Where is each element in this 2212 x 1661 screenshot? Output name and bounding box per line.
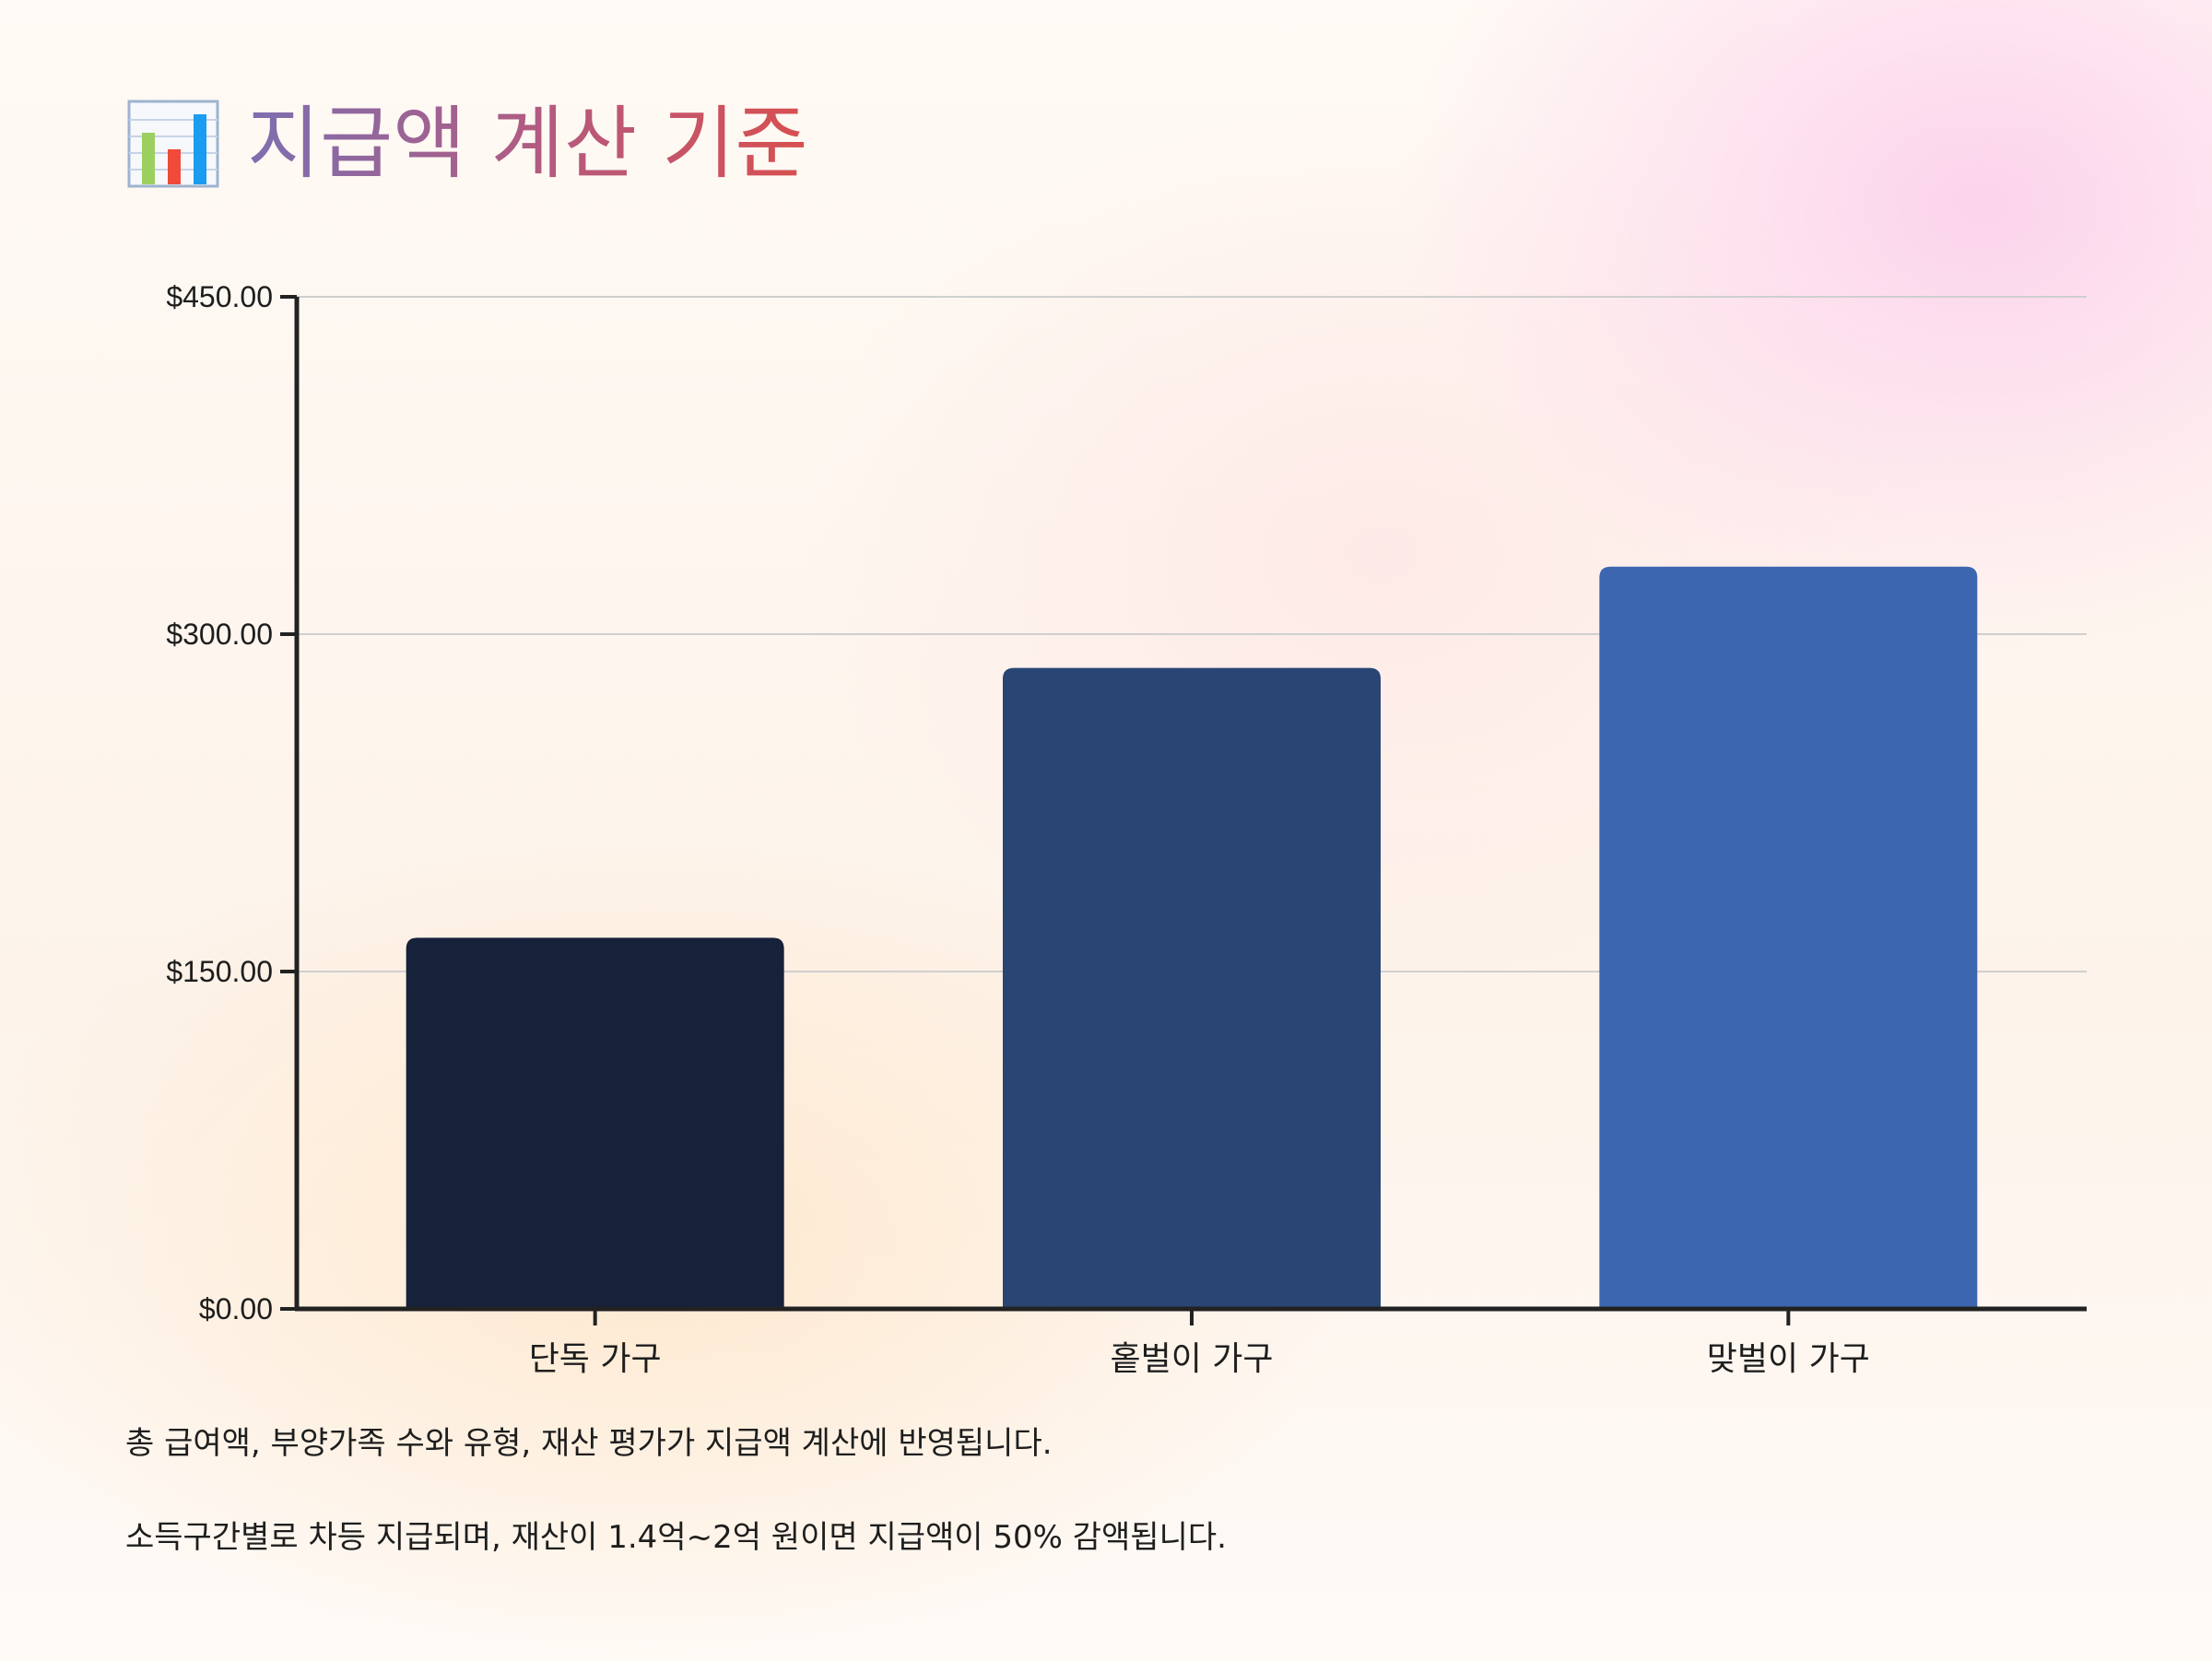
bar <box>406 937 784 1309</box>
axis-labels: $0.00 $150.00 $300.00 $450.00 단독 가구 홑벌이 가구 맞벌이… <box>166 280 1870 1378</box>
bar <box>1003 667 1381 1309</box>
bar-chart-icon <box>127 100 219 188</box>
title-text: 지급액 계산 기준 <box>247 98 808 190</box>
bars <box>406 566 1978 1309</box>
x-tick-label: 홑벌이 가구 <box>1110 1340 1273 1378</box>
page-title: 지급액 계산 기준 <box>125 88 808 199</box>
axes <box>280 295 2087 1325</box>
note-text: 총 급여액, 부양가족 수와 유형, 재산 평가가 지급액 계산에 반영됩니다. <box>125 1425 1053 1462</box>
y-tick-label: $450.00 <box>166 280 273 313</box>
x-tick-label: 맞벌이 가구 <box>1707 1340 1870 1378</box>
y-tick-label: $150.00 <box>166 955 273 988</box>
y-tick-label: $0.00 <box>199 1292 273 1325</box>
x-tick-label: 단독 가구 <box>529 1340 662 1378</box>
note-text: 소득구간별로 차등 지급되며, 재산이 1.4억~2억 원이면 지급액이 50%… <box>125 1519 1227 1556</box>
y-tick-label: $300.00 <box>166 618 273 651</box>
bar <box>1599 566 1978 1309</box>
